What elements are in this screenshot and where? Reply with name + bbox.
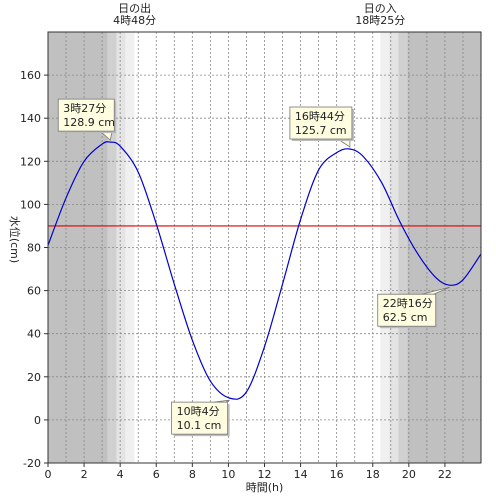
- y-tick-label: 100: [20, 198, 41, 211]
- callout-box: [377, 293, 437, 327]
- y-tick-label: 60: [27, 285, 41, 298]
- x-tick-label: 22: [438, 468, 452, 481]
- daylight-band: [398, 32, 408, 463]
- tide-line-group: [47, 141, 482, 400]
- x-tick-label: 8: [189, 468, 196, 481]
- callout-time: 10時4分: [177, 405, 220, 418]
- sunset-label: 日の入: [364, 2, 397, 15]
- x-tick-label: 0: [45, 468, 52, 481]
- x-tick-label: 6: [153, 468, 160, 481]
- y-tick-label: 20: [27, 371, 41, 384]
- callout-level: 62.5 cm: [383, 311, 428, 324]
- x-tick-label: 14: [294, 468, 308, 481]
- callout-box: [289, 106, 353, 140]
- tide-line: [47, 141, 482, 400]
- callout-time: 3時27分: [63, 102, 106, 115]
- sunrise-time: 4時48分: [113, 14, 156, 27]
- callout-level: 10.1 cm: [177, 419, 222, 432]
- y-tick-label: 40: [27, 328, 41, 341]
- x-tick-label: 4: [117, 468, 124, 481]
- x-tick-label: 18: [366, 468, 380, 481]
- y-tick-label: 120: [20, 155, 41, 168]
- x-tick-label: 2: [81, 468, 88, 481]
- y-tick-label: 160: [20, 69, 41, 82]
- x-tick-label: 10: [221, 468, 235, 481]
- y-tick-label: -20: [23, 457, 41, 470]
- daylight-band: [125, 32, 135, 463]
- x-tick-labels: 0 2 4 6 8 10 12 14 16 18 20 22: [45, 463, 452, 481]
- x-axis-label: 時間(h): [246, 481, 284, 494]
- y-tick-labels: -20 0 20 40 60 80 100 120 140 160: [20, 69, 48, 470]
- y-tick-label: 80: [27, 242, 41, 255]
- callout-box: [171, 401, 229, 435]
- y-axis-label: 水位(cm): [8, 216, 22, 263]
- x-tick-label: 12: [258, 468, 272, 481]
- y-tick-label: 140: [20, 112, 41, 125]
- callout-time: 22時16分: [383, 297, 433, 310]
- callout-box: [57, 98, 115, 132]
- callout-level: 125.7 cm: [295, 124, 347, 137]
- sunrise-label: 日の出: [118, 1, 151, 15]
- callout-level: 128.9 cm: [63, 116, 115, 129]
- y-tick-label: 0: [34, 414, 41, 427]
- x-tick-label: 20: [402, 468, 416, 481]
- grid-lines: [48, 32, 481, 463]
- x-tick-label: 16: [330, 468, 344, 481]
- sunset-time: 18時25分: [355, 14, 405, 27]
- callout-time: 16時44分: [295, 110, 345, 123]
